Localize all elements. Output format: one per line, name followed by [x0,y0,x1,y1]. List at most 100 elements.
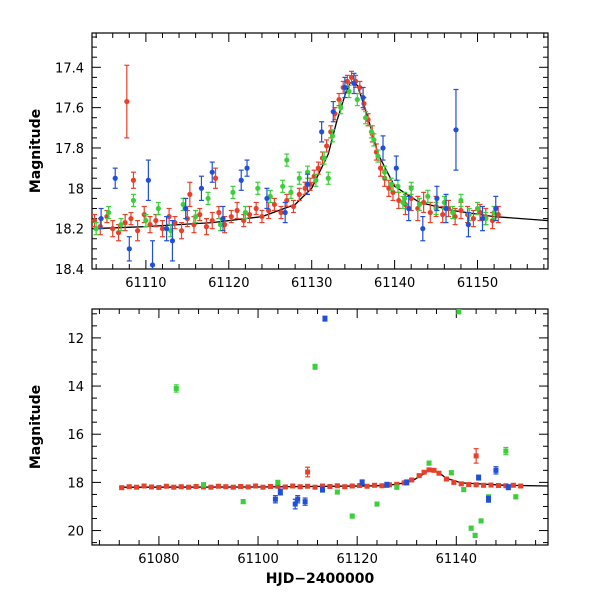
top-x-tick-label: 61110 [125,276,166,291]
bottom-point-red [238,483,244,489]
top-point-red [477,209,483,216]
bottom-point-red [409,477,415,483]
top-point-red [377,165,384,171]
bottom-point-red [334,483,340,489]
bottom-point-green [173,385,179,391]
bottom-point-red [379,483,385,489]
top-point-red [130,177,137,183]
top-point-green [321,155,327,161]
bottom-point-red [495,483,501,489]
top-point-red [278,209,284,216]
top-point-red [124,98,130,105]
bottom-point-red [305,483,311,489]
bottom-point-red [260,484,266,490]
top-point-red [296,191,302,197]
top-point-green [230,189,236,195]
top-point-green [346,88,352,95]
top-point-red [390,189,396,195]
top-point-green [458,197,464,204]
top-panel: 61110 61120 61130 61140 61150 17.4 17.6 17.8 18… [28,32,549,291]
bottom-point-red [230,484,236,490]
top-point-red [172,220,178,226]
top-point-green [284,157,290,163]
top-point-red [228,213,234,220]
bottom-x-tick-labels: 61080 61100 61120 61140 [138,552,477,567]
bottom-axis-ticks [92,309,548,545]
top-point-red [452,213,458,220]
bottom-point-red [327,483,333,489]
bottom-point-red [253,483,259,489]
bottom-y-tick-label: 18 [67,476,84,491]
bottom-point-blue [476,475,482,481]
top-point-red [246,211,253,218]
top-point-blue [434,195,440,202]
top-axis-ticks [92,33,548,270]
bottom-point-blue [277,489,283,495]
bottom-point-red [163,483,169,489]
top-point-red [421,199,427,206]
bottom-point-red [349,483,355,489]
top-point-green [375,153,381,159]
top-point-green [205,195,211,202]
bottom-y-tick-label: 16 [67,428,84,443]
top-point-green [280,183,286,189]
top-x-tick-label: 61150 [457,276,498,291]
top-y-tick-label: 18.2 [55,223,84,238]
top-point-blue [112,175,118,181]
top-y-tick-label: 18 [67,182,84,197]
bottom-point-blue [319,487,325,493]
top-point-red [135,228,141,234]
top-point-blue [420,226,426,232]
top-y-tick-labels: 17.4 17.6 17.8 18 18.2 18.4 [55,61,84,278]
top-point-blue [479,215,486,222]
top-point-green [217,222,224,228]
bottom-point-red [312,484,318,490]
top-point-red [315,165,321,171]
top-point-red [396,197,402,204]
top-point-blue [149,262,156,268]
bottom-point-green [513,494,519,500]
bottom-point-green [374,501,380,507]
bottom-point-blue [486,496,492,502]
top-x-tick-label: 61130 [291,276,332,291]
bottom-point-blue [404,479,410,485]
top-x-tick-label: 61140 [374,276,415,291]
bottom-x-axis-title: HJD−2400000 [266,571,375,587]
top-point-red [290,203,297,210]
top-point-blue [319,129,325,135]
top-point-blue [493,205,499,212]
bottom-point-red [421,469,427,475]
top-point-red [147,222,153,228]
bottom-x-tick-label: 61140 [436,552,477,567]
top-point-red [212,175,219,181]
top-point-green [400,199,406,206]
bottom-point-green [349,513,355,519]
top-y-axis-title: Magnitude [28,109,44,193]
top-point-red [110,226,116,232]
bottom-point-green [503,448,509,454]
top-point-blue [443,205,449,212]
top-point-green [255,185,261,191]
bottom-point-red [267,483,273,489]
bottom-point-green [240,499,246,505]
bottom-point-red [481,482,487,488]
top-y-tick-label: 17.8 [55,142,84,157]
bottom-point-red [156,484,162,490]
bottom-point-red [223,484,229,490]
top-point-red [115,230,122,236]
bottom-point-red [426,467,432,473]
top-point-green [118,222,124,228]
top-point-green [242,209,248,216]
top-point-blue [238,177,244,183]
top-point-green [325,175,331,181]
top-point-red [191,222,197,228]
top-point-red [178,228,185,234]
top-point-green [130,197,137,204]
top-point-red [253,205,259,212]
bottom-point-blue [359,479,365,485]
bottom-point-red [319,483,325,489]
top-point-red [122,220,128,226]
bottom-point-red [290,483,296,489]
top-point-red [234,207,240,214]
